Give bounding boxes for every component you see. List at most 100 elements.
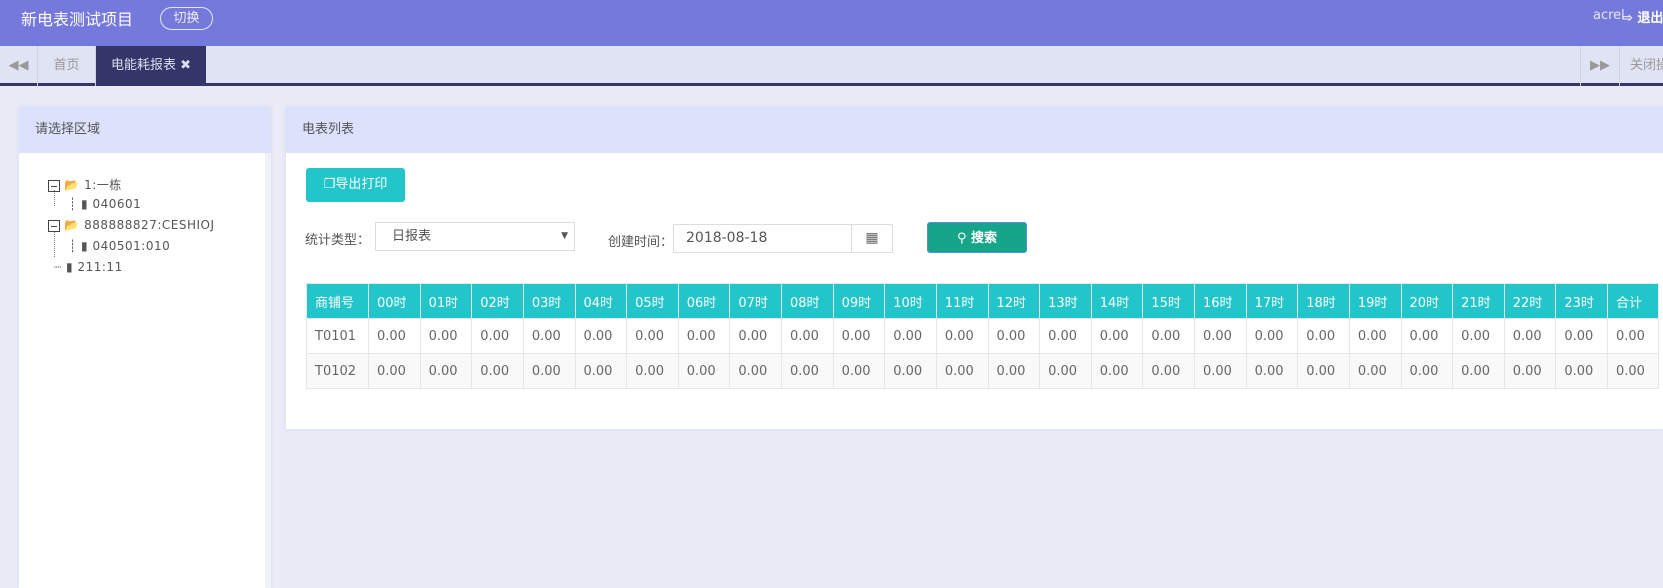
column-header: 00时 (368, 283, 421, 319)
table-cell: 0.00 (677, 318, 731, 354)
column-header: 23时 (1555, 283, 1608, 319)
column-header: 商铺号 (306, 283, 369, 319)
column-header: 22时 (1503, 283, 1557, 319)
table-cell: 0.00 (987, 353, 1041, 389)
table-cell: 0.00 (1503, 318, 1557, 354)
close-tabs-button[interactable]: 关闭操作 (1620, 46, 1663, 86)
collapse-icon[interactable] (48, 219, 60, 232)
tab-energy-report[interactable]: 电能耗报表 ✖ (96, 46, 206, 86)
table-cell: 0.00 (1090, 353, 1144, 389)
table-cell: 0.00 (1194, 318, 1247, 354)
table-cell: 0.00 (368, 318, 421, 354)
top-header: 新电表测试项目 切换 acrel ⇨ 退出 (0, 0, 1663, 46)
table-cell: 0.00 (884, 353, 937, 389)
column-header: 04时 (574, 283, 628, 319)
project-title: 新电表测试项目 (21, 10, 134, 29)
column-header: 19时 (1348, 283, 1402, 319)
file-icon: ▮ (81, 197, 89, 211)
table-cell: 0.00 (522, 353, 576, 389)
scroll-left-button[interactable]: ◀◀ (0, 46, 38, 86)
file-icon: ▮ (81, 239, 89, 253)
table-cell: 0.00 (1452, 318, 1505, 354)
tree-node[interactable]: 📂 1:一栋 (48, 176, 122, 193)
report-table: 商铺号 00时 01时 02时 03时 04时 05时 06时 07时 08时 09时 10时 11时 1… (306, 283, 1659, 389)
table-cell: 0.00 (1039, 318, 1092, 354)
table-row: T0102 0.00 0.00 0.00 0.00 0.00 0.00 0.00 0.00 0.0… (306, 353, 1659, 389)
column-header: 10时 (884, 283, 937, 319)
table-cell: 0.00 (935, 318, 989, 354)
username: acrel (1593, 8, 1625, 23)
collapse-icon[interactable] (48, 179, 60, 192)
column-header: 01时 (419, 283, 473, 319)
area-panel: 请选择区域 📂 1:一栋 ┊ ▮ 040601 📂 888888827:CESH… (19, 107, 271, 588)
folder-open-icon: 📂 (64, 218, 80, 232)
column-header: 21时 (1452, 283, 1505, 319)
table-cell: 0.00 (935, 353, 989, 389)
calendar-grid-icon[interactable]: ▦ (851, 225, 892, 252)
table-cell: 0.00 (1555, 353, 1608, 389)
table-cell: 0.00 (1039, 353, 1092, 389)
logout-button[interactable]: ⇨ 退出 (1622, 11, 1663, 26)
table-cell: 0.00 (471, 318, 524, 354)
table-cell: 0.00 (781, 353, 834, 389)
column-header: 14时 (1090, 283, 1144, 319)
table-cell: 0.00 (1297, 318, 1350, 354)
column-header: 02时 (471, 283, 524, 319)
table-cell: 0.00 (368, 353, 421, 389)
column-header: 11时 (935, 283, 989, 319)
column-header: 15时 (1142, 283, 1195, 319)
column-header: 09时 (832, 283, 886, 319)
table-cell: 0.00 (1245, 318, 1299, 354)
column-header: 16时 (1194, 283, 1247, 319)
table-cell: 0.00 (1607, 318, 1659, 354)
tree-node[interactable]: ┊ ▮ 040501:010 (69, 239, 171, 253)
column-header: 03时 (522, 283, 576, 319)
table-cell: 0.00 (729, 318, 782, 354)
table-cell: 0.00 (419, 353, 473, 389)
backward-icon: ◀◀ (8, 58, 29, 73)
column-header: 合计 (1607, 283, 1659, 319)
search-icon: ⚲ (956, 231, 967, 246)
scrollbar[interactable] (265, 153, 271, 588)
table-cell: 0.00 (1297, 353, 1350, 389)
forward-icon: ▶▶ (1590, 58, 1610, 73)
stat-type-select[interactable]: 日报表 ▼ (375, 222, 575, 251)
column-header: 06时 (677, 283, 731, 319)
table-cell: 0.00 (1142, 353, 1195, 389)
area-panel-title: 请选择区域 (19, 107, 271, 153)
table-cell: 0.00 (729, 353, 782, 389)
copy-icon: ❐ (323, 177, 336, 192)
close-tab-icon[interactable]: ✖ (180, 58, 192, 73)
search-button[interactable]: ⚲ 搜索 (927, 222, 1027, 253)
table-cell: 0.00 (677, 353, 731, 389)
table-cell: 0.00 (1503, 353, 1557, 389)
table-cell: 0.00 (419, 318, 473, 354)
table-cell: 0.00 (1555, 318, 1608, 354)
tab-home[interactable]: 首页 (38, 46, 96, 86)
date-input[interactable]: 2018-08-18 ▦ (673, 224, 893, 253)
table-cell: 0.00 (832, 353, 886, 389)
table-cell: 0.00 (832, 318, 886, 354)
column-header: 18时 (1297, 283, 1350, 319)
table-row: T0101 0.00 0.00 0.00 0.00 0.00 0.00 0.00 0.00 0.0… (306, 318, 1659, 354)
column-header: 07时 (729, 283, 782, 319)
column-header: 13时 (1039, 283, 1092, 319)
column-header: 17时 (1245, 283, 1299, 319)
table-cell: 0.00 (522, 318, 576, 354)
table-cell: T0101 (306, 318, 369, 354)
column-header: 08时 (781, 283, 834, 319)
tree-node[interactable]: 📂 888888827:CESHIOJ (48, 218, 215, 232)
table-cell: 0.00 (1194, 353, 1247, 389)
export-print-button[interactable]: ❐导出打印 (306, 168, 405, 202)
column-header: 20时 (1400, 283, 1454, 319)
scroll-right-button[interactable]: ▶▶ (1580, 46, 1620, 86)
column-header: 05时 (626, 283, 679, 319)
tree-node[interactable]: ┊ ▮ 040601 (69, 197, 142, 211)
table-cell: 0.00 (574, 318, 628, 354)
stat-type-label: 统计类型： (305, 233, 371, 248)
switch-button[interactable]: 切换 (160, 7, 213, 30)
folder-open-icon: 📂 (64, 178, 80, 192)
table-cell: 0.00 (781, 318, 834, 354)
tree-node[interactable]: ┈ ▮ 211:11 (54, 260, 123, 274)
table-cell: 0.00 (1245, 353, 1299, 389)
